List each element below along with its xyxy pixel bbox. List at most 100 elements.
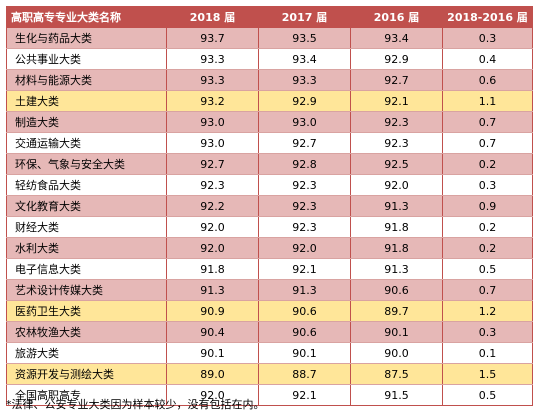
change-cell: 0.7 xyxy=(442,279,533,301)
major-name-cell: 公共事业大类 xyxy=(6,48,167,70)
change-cell: 0.2 xyxy=(442,216,533,238)
value-2018-cell: 92.3 xyxy=(166,174,259,196)
value-2016-cell: 89.7 xyxy=(350,300,443,322)
major-name-cell: 材料与能源大类 xyxy=(6,69,167,91)
header-2018: 2018 届 xyxy=(166,6,259,28)
value-2017-cell: 92.3 xyxy=(258,216,351,238)
header-change: 2018-2016 届 xyxy=(442,6,533,28)
value-2017-cell: 90.6 xyxy=(258,300,351,322)
table-row: 轻纺食品大类 92.3 92.3 92.0 0.3 xyxy=(6,174,533,196)
major-name-cell: 生化与药品大类 xyxy=(6,27,167,49)
header-2017: 2017 届 xyxy=(258,6,351,28)
value-2016-cell: 91.5 xyxy=(350,384,443,406)
value-2016-cell: 92.9 xyxy=(350,48,443,70)
value-2017-cell: 93.5 xyxy=(258,27,351,49)
value-2016-cell: 93.4 xyxy=(350,27,443,49)
table-row: 全国高职高专 92.0 92.1 91.5 0.5 xyxy=(6,384,533,406)
value-2018-cell: 93.3 xyxy=(166,48,259,70)
value-2017-cell: 92.3 xyxy=(258,195,351,217)
value-2016-cell: 91.8 xyxy=(350,237,443,259)
table-row: 医药卫生大类 90.9 90.6 89.7 1.2 xyxy=(6,300,533,322)
value-2018-cell: 93.7 xyxy=(166,27,259,49)
table-row: 文化教育大类 92.2 92.3 91.3 0.9 xyxy=(6,195,533,217)
header-2016: 2016 届 xyxy=(350,6,443,28)
value-2016-cell: 92.1 xyxy=(350,90,443,112)
change-cell: 0.2 xyxy=(442,237,533,259)
value-2016-cell: 92.3 xyxy=(350,111,443,133)
value-2018-cell: 89.0 xyxy=(166,363,259,385)
value-2016-cell: 90.0 xyxy=(350,342,443,364)
value-2016-cell: 91.3 xyxy=(350,195,443,217)
value-2017-cell: 92.1 xyxy=(258,258,351,280)
table-row: 旅游大类 90.1 90.1 90.0 0.1 xyxy=(6,342,533,364)
table-row: 水利大类 92.0 92.0 91.8 0.2 xyxy=(6,237,533,259)
change-cell: 0.5 xyxy=(442,258,533,280)
change-cell: 0.7 xyxy=(442,111,533,133)
table-row: 制造大类 93.0 93.0 92.3 0.7 xyxy=(6,111,533,133)
table-header-row: 高职高专专业大类名称 2018 届 2017 届 2016 届 2018-201… xyxy=(6,6,533,28)
value-2017-cell: 88.7 xyxy=(258,363,351,385)
change-cell: 0.1 xyxy=(442,342,533,364)
value-2018-cell: 93.0 xyxy=(166,132,259,154)
major-name-cell: 农林牧渔大类 xyxy=(6,321,167,343)
table-row: 生化与药品大类 93.7 93.5 93.4 0.3 xyxy=(6,27,533,49)
value-2016-cell: 87.5 xyxy=(350,363,443,385)
value-2016-cell: 92.0 xyxy=(350,174,443,196)
value-2018-cell: 92.0 xyxy=(166,384,259,406)
table-row: 农林牧渔大类 90.4 90.6 90.1 0.3 xyxy=(6,321,533,343)
table-row: 艺术设计传媒大类 91.3 91.3 90.6 0.7 xyxy=(6,279,533,301)
change-cell: 0.3 xyxy=(442,321,533,343)
value-2018-cell: 91.3 xyxy=(166,279,259,301)
value-2017-cell: 92.0 xyxy=(258,237,351,259)
value-2018-cell: 91.8 xyxy=(166,258,259,280)
value-2016-cell: 92.7 xyxy=(350,69,443,91)
value-2017-cell: 91.3 xyxy=(258,279,351,301)
value-2018-cell: 90.1 xyxy=(166,342,259,364)
employment-rate-table: 高职高专专业大类名称 2018 届 2017 届 2016 届 2018-201… xyxy=(6,6,533,406)
value-2017-cell: 93.4 xyxy=(258,48,351,70)
major-name-cell: 文化教育大类 xyxy=(6,195,167,217)
value-2018-cell: 93.2 xyxy=(166,90,259,112)
footnote: *法律、公安专业大类因为样本较少，没有包括在内。 xyxy=(6,398,265,411)
table-row: 环保、气象与安全大类 92.7 92.8 92.5 0.2 xyxy=(6,153,533,175)
major-name-cell: 资源开发与测绘大类 xyxy=(6,363,167,385)
table-row: 土建大类 93.2 92.9 92.1 1.1 xyxy=(6,90,533,112)
value-2017-cell: 92.9 xyxy=(258,90,351,112)
value-2017-cell: 90.6 xyxy=(258,321,351,343)
value-2016-cell: 92.3 xyxy=(350,132,443,154)
value-2018-cell: 92.7 xyxy=(166,153,259,175)
major-name-cell: 交通运输大类 xyxy=(6,132,167,154)
major-name-cell: 旅游大类 xyxy=(6,342,167,364)
major-name-cell: 轻纺食品大类 xyxy=(6,174,167,196)
table-row: 交通运输大类 93.0 92.7 92.3 0.7 xyxy=(6,132,533,154)
major-name-cell: 财经大类 xyxy=(6,216,167,238)
change-cell: 0.7 xyxy=(442,132,533,154)
value-2017-cell: 93.0 xyxy=(258,111,351,133)
header-major-name: 高职高专专业大类名称 xyxy=(6,6,167,28)
value-2018-cell: 93.0 xyxy=(166,111,259,133)
value-2018-cell: 93.3 xyxy=(166,69,259,91)
value-2017-cell: 92.7 xyxy=(258,132,351,154)
change-cell: 0.9 xyxy=(442,195,533,217)
value-2017-cell: 93.3 xyxy=(258,69,351,91)
value-2018-cell: 92.0 xyxy=(166,237,259,259)
table-row: 材料与能源大类 93.3 93.3 92.7 0.6 xyxy=(6,69,533,91)
major-name-cell: 水利大类 xyxy=(6,237,167,259)
change-cell: 0.5 xyxy=(442,384,533,406)
major-name-cell: 环保、气象与安全大类 xyxy=(6,153,167,175)
change-cell: 0.4 xyxy=(442,48,533,70)
value-2016-cell: 91.3 xyxy=(350,258,443,280)
change-cell: 1.1 xyxy=(442,90,533,112)
major-name-cell: 土建大类 xyxy=(6,90,167,112)
major-name-cell: 全国高职高专 xyxy=(6,384,167,406)
table-row: 财经大类 92.0 92.3 91.8 0.2 xyxy=(6,216,533,238)
change-cell: 0.2 xyxy=(442,153,533,175)
change-cell: 0.3 xyxy=(442,27,533,49)
table-row: 公共事业大类 93.3 93.4 92.9 0.4 xyxy=(6,48,533,70)
value-2018-cell: 92.2 xyxy=(166,195,259,217)
value-2017-cell: 92.8 xyxy=(258,153,351,175)
value-2016-cell: 92.5 xyxy=(350,153,443,175)
change-cell: 0.6 xyxy=(442,69,533,91)
table-row: 资源开发与测绘大类 89.0 88.7 87.5 1.5 xyxy=(6,363,533,385)
